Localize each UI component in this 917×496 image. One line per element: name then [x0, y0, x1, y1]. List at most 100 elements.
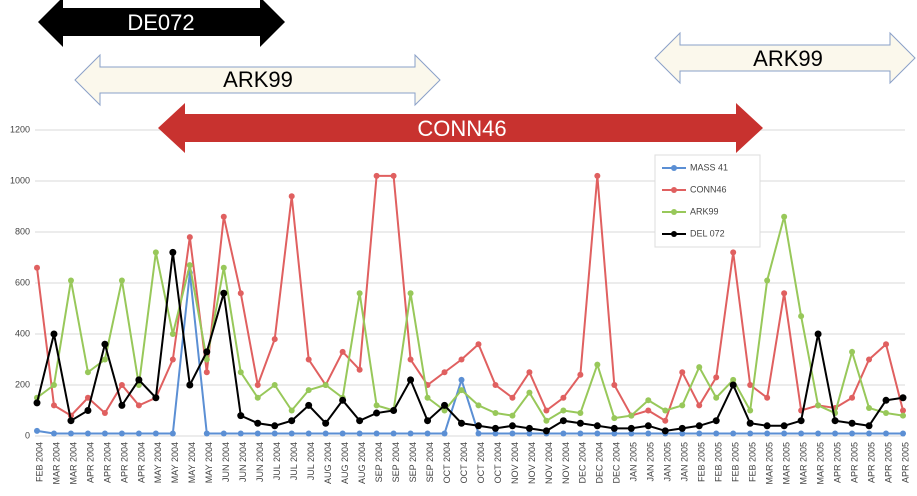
x-tick-label: SEP 2004 — [425, 442, 435, 482]
annotation: DE072 — [127, 10, 194, 35]
point — [322, 430, 329, 437]
x-tick-label: DEC 2004 — [578, 442, 588, 484]
series-line — [36, 216, 904, 423]
point — [169, 248, 177, 256]
x-tick-label: JUN 2004 — [238, 442, 248, 482]
x-tick-label: FEB 2005 — [697, 442, 707, 482]
point — [712, 417, 720, 425]
point — [220, 430, 227, 437]
point — [339, 348, 346, 355]
y-tick-label: 0 — [25, 430, 30, 440]
x-tick-label: JUL 2004 — [306, 442, 316, 480]
point — [866, 404, 873, 411]
point — [84, 394, 91, 401]
x-tick-label: MAR 2005 — [798, 442, 808, 485]
point — [458, 376, 465, 383]
point — [322, 382, 329, 388]
arrow — [74, 53, 441, 107]
point — [849, 348, 856, 355]
point — [458, 419, 466, 427]
legend: MASS 41 CONN46 ARK99 DEL 072 — [654, 154, 761, 248]
point — [135, 376, 143, 384]
point — [84, 407, 92, 414]
point — [186, 381, 194, 389]
point — [849, 430, 856, 437]
point — [373, 172, 380, 179]
point — [50, 430, 57, 437]
series-line — [36, 252, 904, 432]
point — [882, 396, 890, 404]
point — [305, 430, 312, 437]
point — [594, 172, 601, 179]
point — [118, 277, 125, 284]
point — [577, 430, 584, 437]
x-tick-label: MAR 2005 — [815, 442, 825, 485]
point — [67, 277, 74, 284]
x-tick-label: JUN 2004 — [255, 442, 265, 482]
point — [373, 409, 381, 417]
point — [645, 397, 652, 404]
point — [67, 430, 74, 437]
point — [390, 172, 397, 179]
point — [475, 430, 482, 437]
point — [525, 424, 533, 432]
point — [237, 430, 244, 437]
point — [764, 277, 771, 284]
point — [832, 430, 839, 437]
point — [305, 387, 312, 394]
point — [764, 430, 771, 437]
x-tick-label: FEB 2004 — [34, 442, 44, 482]
point — [780, 422, 788, 430]
annotation: CONN46 — [417, 116, 506, 141]
legend-marker — [671, 231, 677, 237]
legend-label: MASS 41 — [690, 162, 728, 172]
point — [679, 430, 686, 437]
x-tick-label: MAY 2004 — [170, 442, 180, 483]
point — [169, 356, 176, 363]
x-tick-label: APR 2005 — [883, 442, 893, 483]
point — [815, 402, 822, 409]
point — [883, 430, 890, 437]
point — [254, 419, 262, 427]
x-tick-label: AUG 2004 — [323, 442, 333, 484]
x-tick-label: JUL 2004 — [272, 442, 282, 480]
point — [713, 374, 720, 381]
point — [781, 290, 788, 297]
legend-marker — [671, 165, 677, 171]
y-tick-label: 1200 — [10, 124, 30, 134]
point — [781, 430, 788, 437]
point — [611, 382, 618, 388]
point — [288, 417, 296, 425]
point — [118, 430, 125, 437]
y-tick-label: 1000 — [10, 175, 30, 185]
point — [866, 356, 873, 363]
point — [559, 417, 567, 425]
point — [526, 430, 533, 437]
point — [730, 376, 737, 383]
x-tick-label: JUN 2004 — [221, 442, 231, 482]
point — [339, 430, 346, 437]
point — [50, 330, 58, 338]
point — [900, 412, 906, 419]
point — [135, 402, 142, 409]
point — [186, 262, 193, 269]
x-tick-label: MAR 2004 — [68, 442, 78, 485]
point — [475, 341, 482, 348]
point — [763, 422, 771, 430]
point — [610, 424, 618, 432]
point — [899, 394, 907, 402]
plot-area: 0 200 400 600 800 1000 1200 FEB 2004 MAR 2004 MAR… — [10, 124, 910, 484]
point — [831, 417, 839, 425]
point — [50, 382, 57, 388]
x-tick-label: JAN 2005 — [629, 442, 639, 482]
point — [798, 430, 805, 437]
x-tick-label: FEB 2005 — [731, 442, 741, 482]
annotation: ARK99 — [753, 46, 823, 71]
point — [865, 422, 873, 430]
point — [390, 430, 397, 437]
point — [492, 430, 499, 437]
point — [101, 340, 109, 348]
point — [271, 336, 278, 343]
arrow — [654, 31, 916, 85]
